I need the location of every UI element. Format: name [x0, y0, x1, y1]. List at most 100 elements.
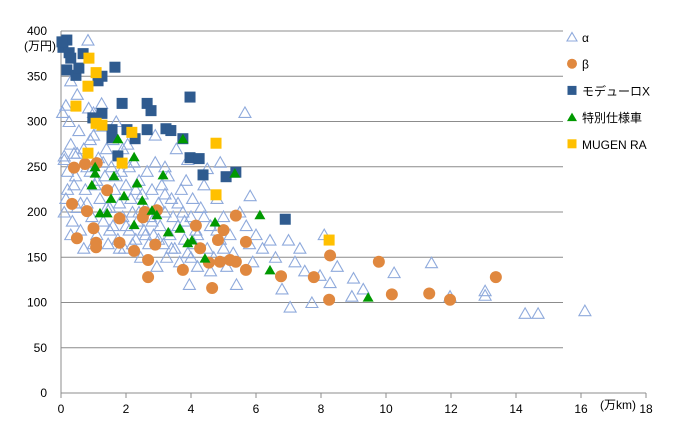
- point-beta: [307, 271, 320, 284]
- point-alpha: [67, 178, 81, 191]
- point-alpha: [164, 191, 179, 204]
- legend-marker-modulo-x: [567, 85, 577, 95]
- point-special-edition: [157, 169, 169, 180]
- point-alpha: [58, 98, 73, 111]
- point-alpha: [70, 87, 85, 100]
- point-beta: [217, 224, 230, 237]
- point-modulo-x: [96, 107, 108, 119]
- point-special-edition: [118, 190, 130, 201]
- point-beta: [142, 253, 155, 266]
- point-beta: [275, 270, 288, 283]
- point-alpha: [97, 169, 112, 182]
- point-beta: [239, 263, 252, 276]
- point-alpha: [478, 288, 493, 301]
- point-special-edition: [108, 170, 120, 181]
- point-mugen-ra: [210, 189, 222, 201]
- x-axis-unit-label: (万km): [600, 398, 636, 412]
- point-modulo-x: [77, 48, 89, 60]
- point-alpha: [346, 271, 361, 284]
- point-alpha: [281, 233, 296, 246]
- point-alpha: [197, 178, 211, 191]
- point-alpha: [255, 241, 270, 254]
- point-alpha: [184, 209, 198, 223]
- point-special-edition: [229, 168, 241, 178]
- point-alpha: [263, 233, 277, 246]
- point-mugen-ra: [82, 147, 94, 159]
- point-alpha: [60, 182, 75, 195]
- x-tick-label: 2: [123, 402, 130, 416]
- point-modulo-x: [109, 61, 121, 73]
- y-tick-label: 150: [27, 250, 47, 264]
- point-beta: [79, 158, 92, 171]
- point-alpha: [166, 209, 181, 223]
- point-beta: [372, 255, 385, 268]
- point-mugen-ra: [90, 67, 102, 79]
- point-alpha: [216, 209, 231, 223]
- legend-marker-special-edition: [567, 112, 577, 122]
- point-beta: [423, 287, 436, 300]
- point-modulo-x: [106, 132, 118, 144]
- point-mugen-ra: [90, 117, 102, 129]
- point-modulo-x: [220, 171, 232, 183]
- axes: 0 50 100 150 200 250 300 350 400 0 2 4 6 8 10 12 14 16 18: [27, 24, 653, 416]
- point-alpha: [138, 228, 153, 241]
- y-tick-label: 350: [27, 69, 47, 83]
- legend-item-mugen-ra: MUGEN RA: [567, 138, 647, 152]
- point-alpha: [102, 223, 117, 236]
- point-special-edition: [101, 207, 113, 218]
- point-alpha: [94, 96, 109, 109]
- point-alpha: [283, 300, 298, 313]
- point-mugen-ra: [70, 100, 82, 112]
- point-alpha: [190, 259, 205, 272]
- point-beta: [323, 293, 336, 306]
- series-mugen-ra: [70, 52, 335, 246]
- point-special-edition: [151, 209, 163, 220]
- point-modulo-x: [112, 150, 124, 162]
- point-special-edition: [162, 226, 174, 237]
- point-alpha: [158, 160, 172, 173]
- point-beta: [239, 235, 252, 248]
- series-special-edition: [86, 133, 374, 302]
- point-mugen-ra: [82, 80, 94, 92]
- legend-marker-alpha: [566, 31, 578, 42]
- x-tick-label: 14: [509, 402, 523, 416]
- point-alpha: [229, 277, 244, 290]
- point-beta: [70, 232, 83, 245]
- legend-label: β: [582, 58, 589, 72]
- point-alpha: [531, 306, 546, 319]
- point-modulo-x: [70, 69, 82, 81]
- point-alpha: [169, 142, 184, 155]
- legend-item-modulo-x: モデューロX: [567, 83, 650, 98]
- point-alpha: [184, 250, 198, 263]
- point-alpha: [122, 223, 137, 236]
- legend-item-alpha: α: [566, 31, 589, 45]
- point-mugen-ra: [116, 157, 128, 169]
- point-alpha: [101, 237, 116, 250]
- series-alpha: [55, 33, 592, 319]
- point-alpha: [96, 214, 111, 227]
- point-beta: [149, 238, 162, 251]
- point-alpha: [174, 182, 189, 195]
- point-beta: [113, 212, 126, 225]
- point-modulo-x: [116, 97, 128, 109]
- y-axis-unit-label: (万円): [24, 39, 56, 53]
- point-beta: [444, 293, 457, 306]
- point-beta: [142, 271, 155, 284]
- point-special-edition: [131, 178, 143, 188]
- point-alpha: [128, 182, 143, 195]
- point-beta: [87, 222, 100, 235]
- point-modulo-x: [61, 64, 73, 76]
- legend-label: モデューロX: [582, 83, 650, 98]
- point-alpha: [190, 228, 205, 241]
- point-alpha: [304, 295, 319, 309]
- point-beta: [229, 209, 242, 222]
- y-tick-label: 100: [27, 296, 47, 310]
- point-alpha: [76, 241, 91, 254]
- point-alpha: [478, 284, 493, 297]
- point-special-edition: [128, 151, 140, 162]
- point-alpha: [71, 123, 86, 137]
- point-modulo-x: [193, 153, 205, 165]
- point-alpha: [518, 306, 533, 319]
- point-beta: [324, 249, 337, 262]
